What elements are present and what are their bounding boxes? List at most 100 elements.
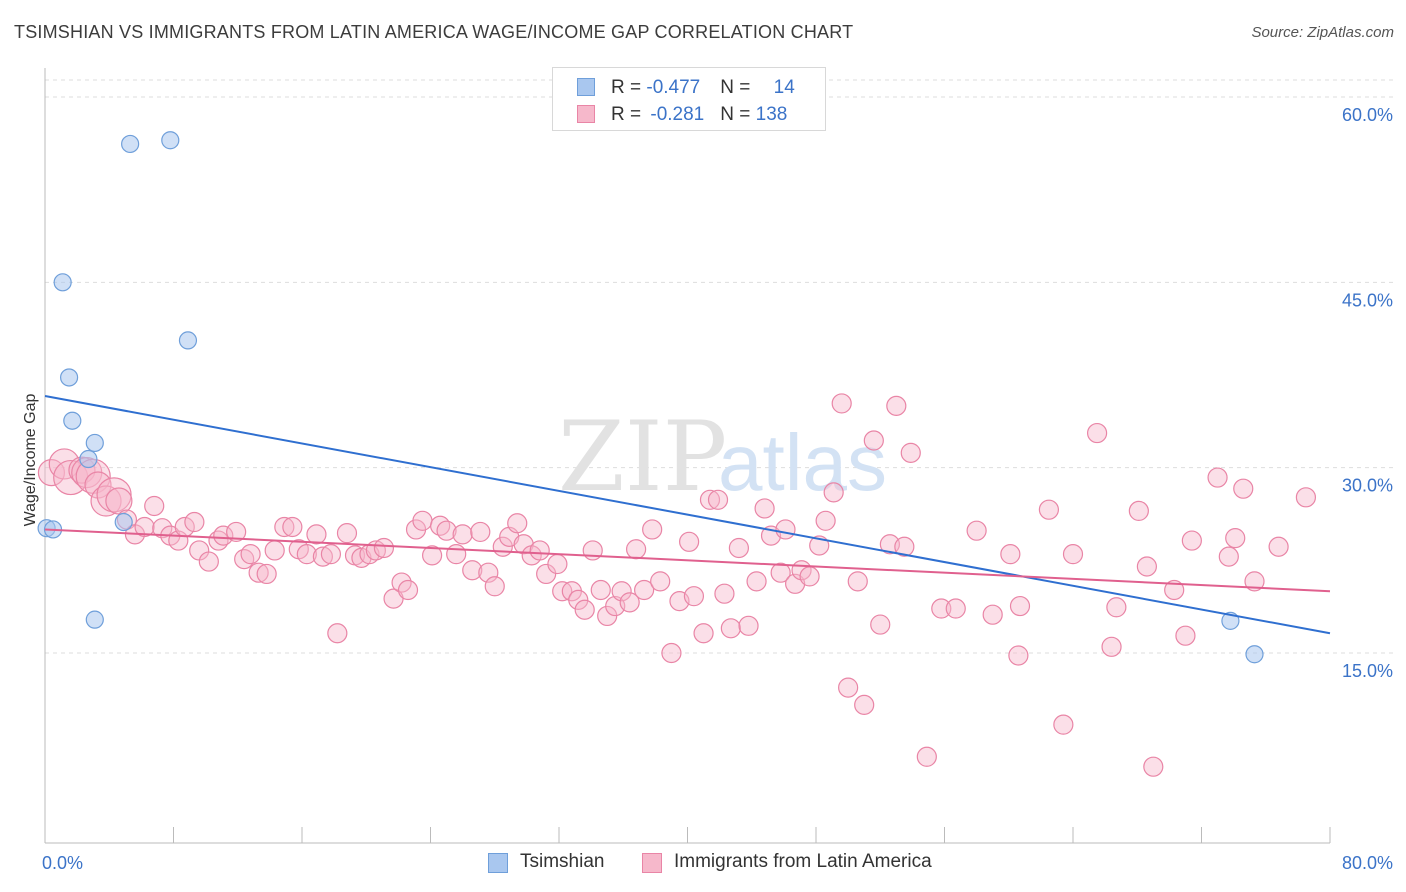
point-latin-america bbox=[611, 581, 632, 602]
point-latin-america bbox=[1106, 597, 1127, 618]
point-latin-america bbox=[226, 521, 247, 543]
point-latin-america bbox=[397, 579, 419, 601]
point-latin-america bbox=[1225, 527, 1246, 549]
point-latin-america bbox=[1086, 422, 1108, 444]
point-latin-america bbox=[1008, 645, 1029, 666]
point-latin-america bbox=[547, 553, 568, 575]
point-latin-america bbox=[720, 618, 741, 639]
point-latin-america bbox=[799, 566, 820, 587]
point-latin-america bbox=[462, 560, 483, 581]
point-latin-america bbox=[320, 544, 342, 565]
point-latin-america bbox=[650, 571, 671, 592]
point-latin-america bbox=[256, 563, 277, 585]
point-latin-america bbox=[931, 598, 952, 619]
point-latin-america bbox=[574, 599, 595, 620]
watermark-atlas: atlas bbox=[718, 418, 887, 507]
point-latin-america bbox=[854, 694, 875, 715]
point-latin-america bbox=[248, 562, 269, 583]
point-latin-america bbox=[327, 623, 348, 644]
point-latin-america bbox=[568, 589, 589, 610]
point-latin-america bbox=[1143, 756, 1164, 777]
point-latin-america bbox=[1218, 546, 1239, 567]
point-latin-america bbox=[422, 545, 443, 566]
point-latin-america bbox=[945, 598, 966, 619]
legend-text-tsimshian: R = -0.477 N = 14 bbox=[611, 77, 795, 99]
y-tick-label: 30.0% bbox=[1342, 476, 1393, 496]
bottom-legend-label-tsimshian: Tsimshian bbox=[520, 851, 605, 872]
y-axis-title: Wage/Income Gap bbox=[22, 394, 39, 527]
point-latin-america bbox=[966, 520, 987, 541]
point-latin-america bbox=[823, 482, 844, 503]
point-latin-america bbox=[1009, 595, 1031, 617]
point-tsimshian bbox=[1245, 645, 1264, 664]
point-latin-america bbox=[1244, 571, 1265, 592]
point-latin-america bbox=[452, 524, 473, 545]
point-latin-america bbox=[870, 614, 891, 635]
point-latin-america bbox=[847, 571, 868, 592]
point-latin-america bbox=[1101, 636, 1122, 657]
watermark-zip: ZIP bbox=[558, 401, 727, 513]
point-latin-america bbox=[738, 615, 759, 636]
y-tick-label: 45.0% bbox=[1342, 290, 1393, 310]
point-latin-america bbox=[282, 516, 303, 538]
point-latin-america bbox=[312, 546, 333, 567]
point-latin-america bbox=[1175, 625, 1196, 646]
bottom-legend-swatch-blue bbox=[488, 853, 508, 873]
point-latin-america bbox=[470, 521, 491, 543]
point-latin-america bbox=[863, 430, 884, 451]
y-tick-label: 15.0% bbox=[1342, 661, 1393, 681]
point-latin-america bbox=[84, 471, 112, 499]
point-latin-america bbox=[815, 510, 836, 531]
point-latin-america bbox=[683, 586, 705, 607]
point-latin-america bbox=[152, 518, 173, 539]
point-latin-america bbox=[1000, 544, 1021, 565]
y-tick-label: 60.0% bbox=[1342, 105, 1393, 125]
point-latin-america bbox=[625, 539, 647, 560]
legend-n-label: N = bbox=[720, 104, 756, 125]
trendline-tsimshian bbox=[44, 395, 1331, 635]
legend-swatch-pink bbox=[577, 105, 595, 123]
point-tsimshian bbox=[121, 134, 140, 154]
x-tick-label-min: 0.0% bbox=[42, 853, 83, 873]
point-tsimshian bbox=[114, 512, 133, 532]
point-latin-america bbox=[213, 525, 234, 546]
bottom-legend-label-latin-america: Immigrants from Latin America bbox=[674, 851, 932, 872]
point-latin-america bbox=[699, 489, 721, 510]
point-tsimshian bbox=[59, 368, 79, 387]
point-latin-america bbox=[336, 523, 358, 544]
legend-n-value: 138 bbox=[755, 104, 788, 125]
point-latin-america bbox=[590, 579, 611, 601]
bottom-legend-swatch-pink bbox=[642, 853, 662, 873]
point-latin-america bbox=[916, 746, 937, 767]
point-tsimshian bbox=[161, 131, 180, 150]
correlation-legend: R = -0.477 N = 14 R = -0.281 N = 138 bbox=[552, 67, 826, 131]
source-label: Source: ZipAtlas.com bbox=[1251, 24, 1394, 41]
point-latin-america bbox=[306, 524, 327, 545]
point-latin-america bbox=[728, 537, 750, 559]
point-tsimshian bbox=[53, 273, 72, 292]
point-latin-america bbox=[894, 536, 915, 557]
point-latin-america bbox=[679, 531, 700, 552]
chart-title: TSIMSHIAN VS IMMIGRANTS FROM LATIN AMERI… bbox=[14, 22, 854, 42]
legend-r-label: R = bbox=[611, 104, 647, 125]
point-latin-america bbox=[775, 519, 796, 540]
point-latin-america bbox=[373, 537, 395, 559]
point-latin-america bbox=[507, 513, 528, 534]
point-latin-america bbox=[1295, 487, 1317, 508]
x-tick-label-max: 80.0% bbox=[1342, 853, 1393, 873]
point-latin-america bbox=[144, 495, 165, 517]
point-latin-america bbox=[1128, 500, 1149, 522]
point-latin-america bbox=[1268, 536, 1289, 557]
point-latin-america bbox=[661, 642, 682, 664]
point-latin-america bbox=[1038, 499, 1060, 520]
legend-text-latin-america: R = -0.281 N = 138 bbox=[611, 104, 787, 126]
point-tsimshian bbox=[85, 610, 104, 629]
point-latin-america bbox=[412, 510, 433, 531]
legend-r-label: R = bbox=[611, 77, 647, 98]
point-tsimshian bbox=[63, 411, 82, 430]
point-latin-america bbox=[642, 519, 663, 540]
trendline-latin-america bbox=[44, 528, 1331, 593]
point-latin-america bbox=[831, 393, 852, 414]
legend-n-label: N = bbox=[720, 77, 756, 98]
